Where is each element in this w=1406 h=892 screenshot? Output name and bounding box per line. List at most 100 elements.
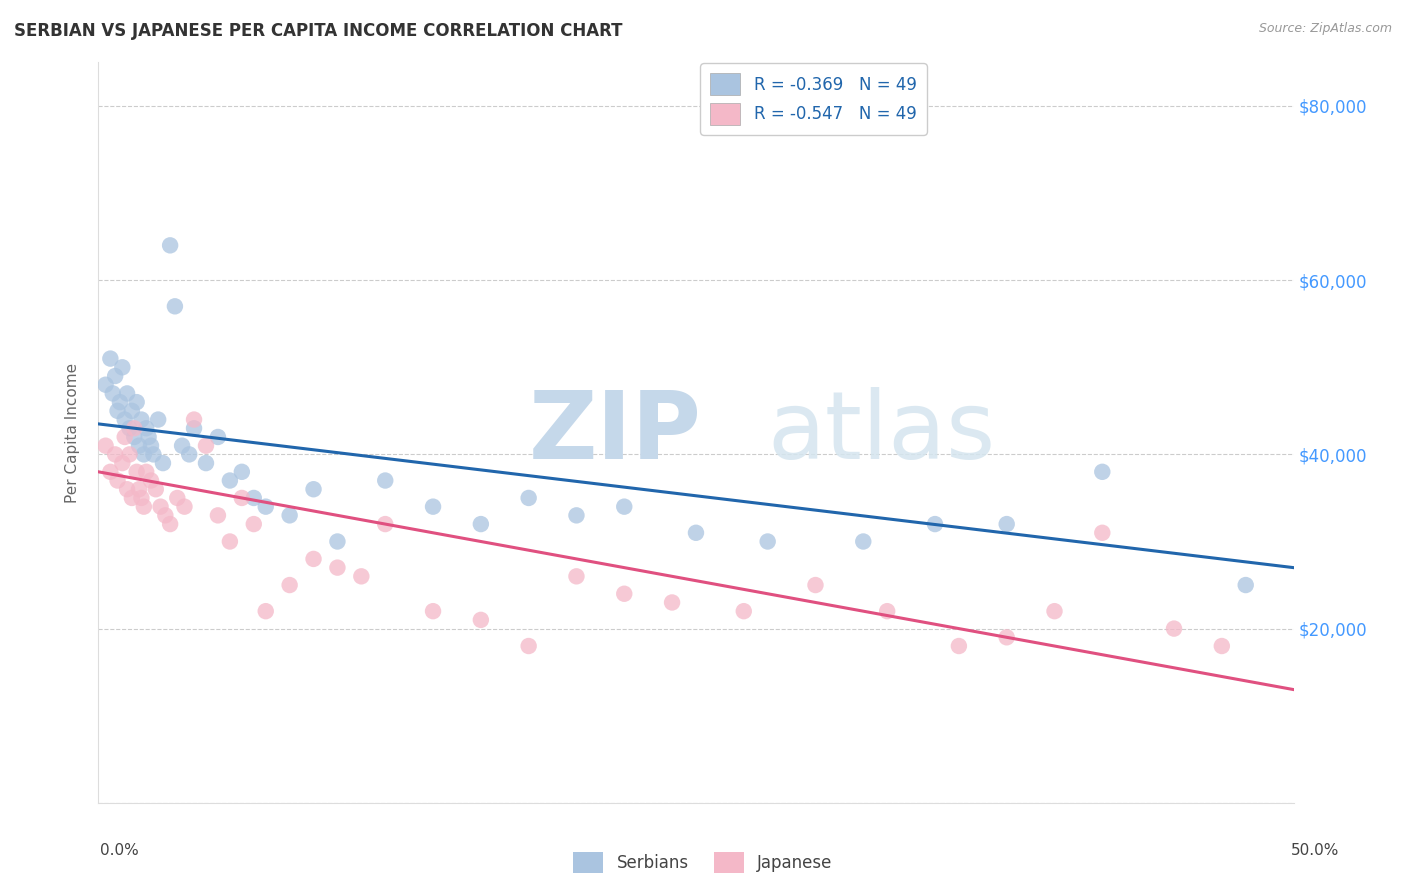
Point [107, 474, 129, 488]
Point [118, 447, 141, 461]
Point [139, 474, 162, 488]
Point [195, 439, 218, 453]
Point [179, 447, 201, 461]
Y-axis label: Per Capita Income: Per Capita Income [65, 362, 80, 503]
Point [135, 421, 157, 435]
Point [128, 482, 150, 496]
Point [104, 447, 127, 461]
Point [470, 517, 492, 532]
Text: 0.0%: 0.0% [100, 843, 139, 858]
Point [995, 630, 1018, 644]
Point [183, 412, 205, 426]
Point [115, 386, 138, 401]
Point [121, 491, 143, 505]
Point [94, 439, 117, 453]
Point [278, 578, 301, 592]
Point [124, 421, 146, 435]
Point [219, 474, 242, 488]
Point [173, 500, 195, 514]
Point [565, 508, 588, 523]
Text: atlas: atlas [768, 386, 995, 479]
Point [422, 500, 444, 514]
Point [302, 552, 325, 566]
Point [159, 238, 181, 252]
Point [1211, 639, 1233, 653]
Point [517, 491, 540, 505]
Point [132, 500, 155, 514]
Point [1234, 578, 1257, 592]
Legend: R = -0.369   N = 49, R = -0.547   N = 49: R = -0.369 N = 49, R = -0.547 N = 49 [700, 63, 927, 135]
Point [195, 456, 218, 470]
Point [101, 386, 124, 401]
Point [152, 456, 174, 470]
Point [1163, 622, 1185, 636]
Point [145, 482, 167, 496]
Point [219, 534, 242, 549]
Point [124, 430, 146, 444]
Point [302, 482, 325, 496]
Point [1091, 465, 1114, 479]
Point [422, 604, 444, 618]
Point [733, 604, 755, 618]
Point [111, 360, 134, 375]
Point [131, 412, 153, 426]
Point [183, 421, 205, 435]
Point [131, 491, 153, 505]
Point [995, 517, 1018, 532]
Point [118, 421, 141, 435]
Point [243, 491, 266, 505]
Point [876, 604, 898, 618]
Point [661, 595, 683, 609]
Point [108, 395, 131, 409]
Point [139, 439, 162, 453]
Point [114, 412, 136, 426]
Point [1091, 525, 1114, 540]
Point [104, 369, 127, 384]
Point [166, 491, 188, 505]
Point [852, 534, 875, 549]
Text: Source: ZipAtlas.com: Source: ZipAtlas.com [1258, 22, 1392, 36]
Point [114, 430, 136, 444]
Point [159, 517, 181, 532]
Point [132, 447, 155, 461]
Point [326, 534, 349, 549]
Point [98, 351, 122, 366]
Point [924, 517, 946, 532]
Point [125, 395, 148, 409]
Point [111, 456, 134, 470]
Point [107, 404, 129, 418]
Text: ZIP: ZIP [529, 386, 702, 479]
Point [125, 465, 148, 479]
Point [207, 508, 229, 523]
Point [172, 439, 194, 453]
Point [94, 377, 117, 392]
Point [613, 587, 636, 601]
Point [163, 299, 186, 313]
Point [278, 508, 301, 523]
Point [155, 508, 177, 523]
Point [948, 639, 970, 653]
Point [685, 525, 707, 540]
Point [350, 569, 373, 583]
Point [98, 465, 122, 479]
Point [231, 465, 253, 479]
Point [115, 482, 138, 496]
Point [231, 491, 253, 505]
Point [1043, 604, 1066, 618]
Point [121, 404, 143, 418]
Point [374, 517, 396, 532]
Point [243, 517, 266, 532]
Point [613, 500, 636, 514]
Point [142, 447, 165, 461]
Point [254, 500, 277, 514]
Point [149, 500, 172, 514]
Point [135, 465, 157, 479]
Legend: Serbians, Japanese: Serbians, Japanese [567, 846, 839, 880]
Point [138, 430, 160, 444]
Point [756, 534, 779, 549]
Point [565, 569, 588, 583]
Point [804, 578, 827, 592]
Point [326, 560, 349, 574]
Text: SERBIAN VS JAPANESE PER CAPITA INCOME CORRELATION CHART: SERBIAN VS JAPANESE PER CAPITA INCOME CO… [14, 22, 623, 40]
Text: 50.0%: 50.0% [1291, 843, 1339, 858]
